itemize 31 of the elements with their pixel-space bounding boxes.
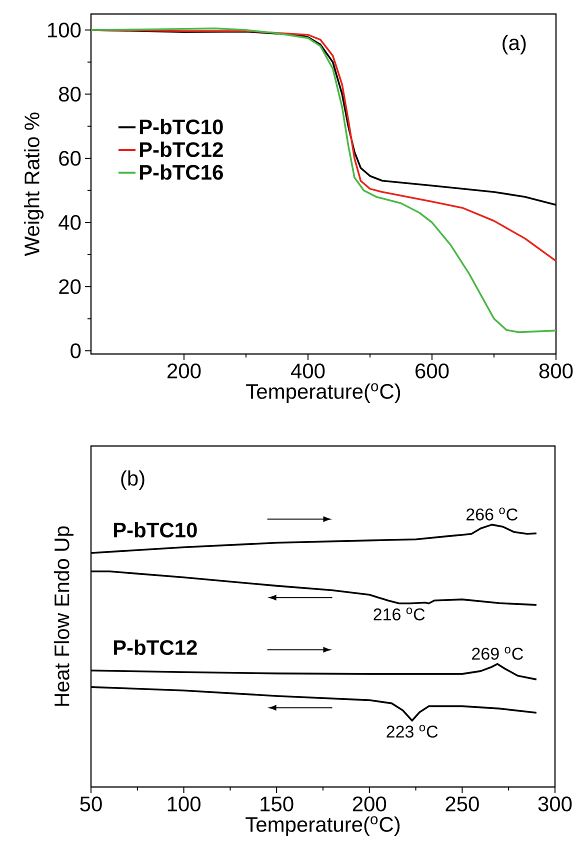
text: (b) — [121, 470, 144, 490]
annotation: 269 $^{o}$C — [472, 646, 524, 660]
x-axis-title: Temperature($^{o}$C) — [246, 816, 400, 836]
x-axis-title: Temperature($^{o}$C) — [246, 383, 400, 404]
y-tick-label: 100 — [48, 22, 81, 38]
series-label: P-bTC10 — [114, 522, 197, 538]
legend-label: P-bTC12 — [140, 142, 223, 158]
legend-label: P-bTC16 — [140, 164, 223, 180]
y-tick-label: 60 — [59, 150, 81, 166]
legend-label: P-bTC10 — [140, 118, 223, 134]
x-tick-label: 300 — [538, 796, 572, 812]
series-label: P-bTC12 — [114, 640, 197, 655]
x-tick-label: 200 — [352, 796, 386, 812]
y-axis-title: Weight Ratio % — [24, 112, 44, 256]
x-tick-label: 800 — [539, 364, 573, 378]
x-tick-label: 50 — [80, 796, 102, 812]
y-tick-label: 20 — [59, 279, 81, 294]
y-axis-title: Heat Flow Endo Up — [54, 526, 74, 706]
y-tick-label: 80 — [59, 86, 81, 102]
x-tick-label: 200 — [168, 364, 201, 378]
x-tick-label: 400 — [290, 364, 325, 378]
annotation: 266 $^{o}$C — [466, 508, 518, 520]
annotation: (a) — [502, 34, 526, 54]
y-tick-label: 0 — [70, 343, 81, 358]
x-tick-label: 100 — [168, 796, 200, 812]
x-tick-label: 250 — [446, 796, 479, 812]
annotation: 216 $^{o}$C — [374, 608, 425, 620]
annotation: 223 $^{o}$C — [386, 724, 438, 738]
x-tick-label: 600 — [416, 364, 449, 378]
y-tick-label: 40 — [58, 215, 81, 230]
x-tick-label: 150 — [260, 796, 294, 812]
